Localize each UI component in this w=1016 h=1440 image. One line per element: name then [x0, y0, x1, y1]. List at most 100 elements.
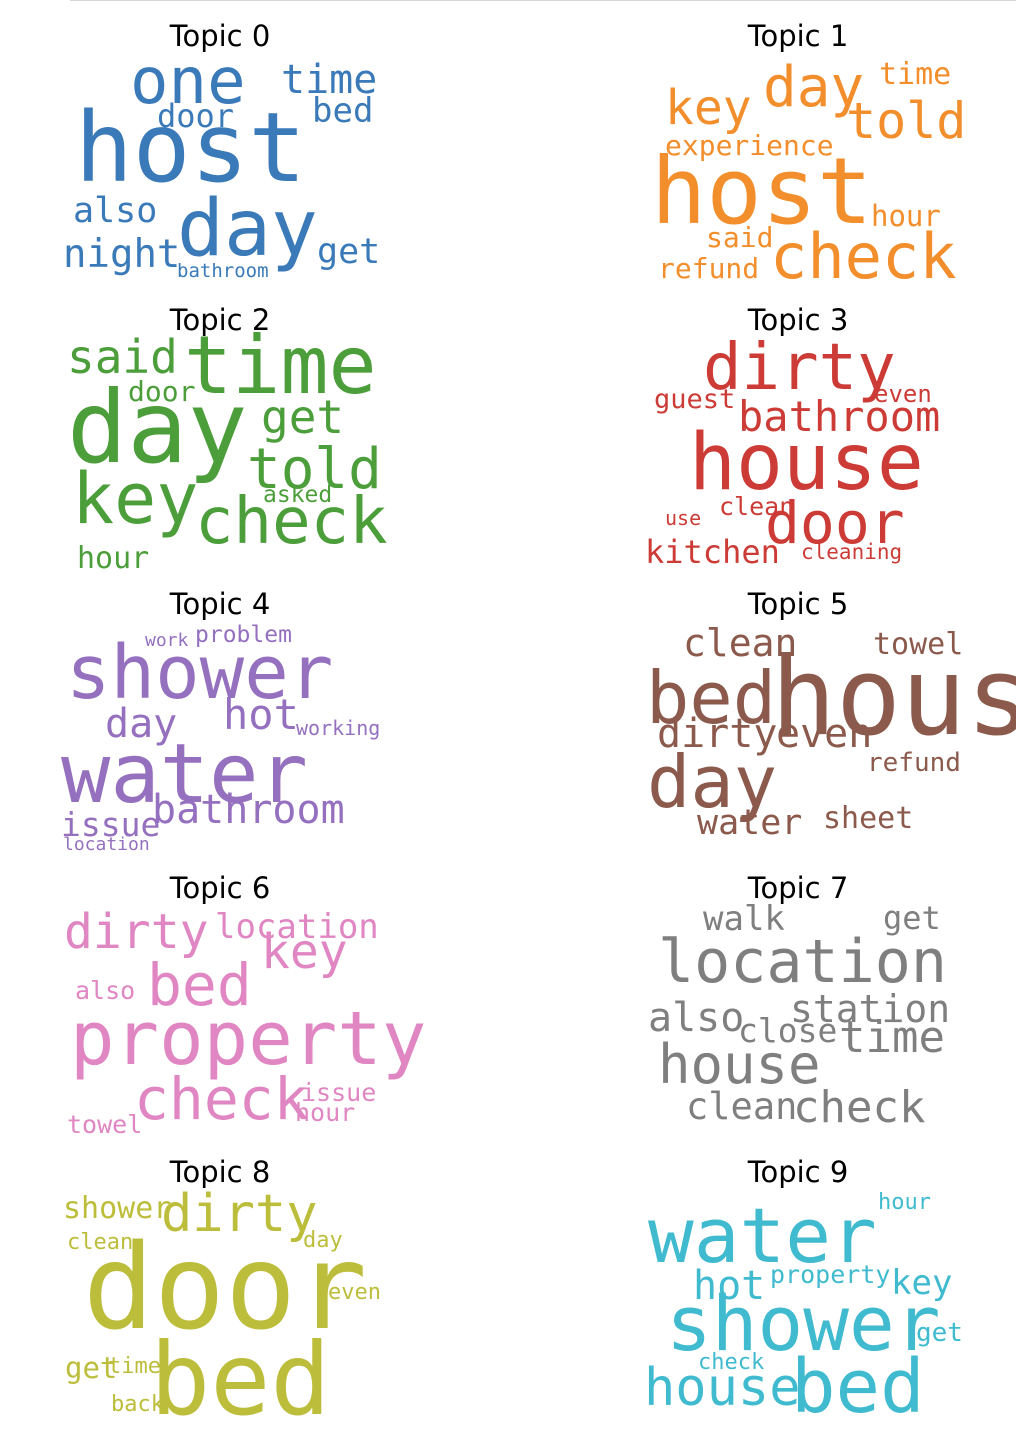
word-work: work	[145, 630, 189, 651]
word-also: also	[73, 191, 158, 231]
word-key: key	[72, 458, 199, 540]
topic-panel-6: Topic 6 property check bed key dirty location…	[55, 871, 426, 1139]
word-bathroom: bathroom	[152, 787, 345, 833]
word-time: time	[281, 57, 378, 103]
word-also: also	[75, 976, 136, 1005]
top-divider	[70, 0, 1016, 1]
topic-panel-4: Topic 4 water shower bathroom hot day issue pr…	[55, 587, 385, 854]
topic-panel-9: Topic 9 water shower bed house hot key propert…	[633, 1155, 963, 1425]
word-day: day	[177, 184, 318, 274]
topic-panel-2: Topic 2 day time key check told get said door as…	[55, 303, 388, 574]
word-house: house	[689, 418, 924, 508]
word-bed: bed	[147, 951, 252, 1019]
topic-panel-3: Topic 3 house dirty door bathroom kitchen gue…	[633, 303, 963, 569]
word-hour: hour	[77, 541, 150, 576]
panel-title: Topic 4	[169, 587, 271, 621]
panel-title: Topic 7	[747, 871, 849, 905]
word-day: day	[303, 1228, 343, 1253]
word-bed: bed	[150, 1321, 331, 1438]
panel-title: Topic 5	[747, 587, 849, 621]
word-time: time	[184, 319, 377, 412]
word-hour: hour	[878, 1190, 931, 1215]
word-key: key	[261, 924, 348, 980]
word-day: day	[763, 55, 865, 120]
word-get: get	[261, 390, 345, 444]
word-sheet: sheet	[823, 801, 914, 836]
word-time: time	[839, 1012, 945, 1063]
word-location: location	[215, 907, 379, 947]
word-hot: hot	[693, 1263, 766, 1309]
word-experience: experience	[665, 129, 834, 162]
word-told: told	[846, 92, 967, 150]
panel-title: Topic 6	[169, 871, 271, 905]
word-door: door	[765, 489, 905, 557]
word-check: check	[793, 1082, 926, 1133]
panel-title: Topic 0	[169, 19, 271, 53]
word-check: check	[134, 1065, 309, 1133]
word-location: location	[63, 834, 150, 855]
word-clean: clean	[683, 621, 798, 665]
word-water: water	[648, 1191, 877, 1280]
word-towel: towel	[873, 627, 964, 662]
word-guest: guest	[654, 384, 736, 415]
word-back: back	[111, 1392, 164, 1417]
word-night: night	[63, 232, 181, 277]
panel-title: Topic 1	[747, 19, 849, 53]
word-clean: clean	[719, 492, 795, 521]
topic-panel-0: Topic 0 host day one time bed door also night ge…	[55, 22, 385, 282]
word-issue: issue	[301, 1078, 377, 1107]
word-check: check	[698, 1350, 765, 1375]
word-shower: shower	[66, 630, 334, 716]
word-location: location	[658, 927, 947, 997]
word-walk: walk	[703, 899, 785, 939]
panel-title: Topic 8	[169, 1155, 271, 1189]
word-get: get	[65, 1351, 118, 1385]
word-get: get	[916, 1318, 963, 1348]
word-get: get	[317, 232, 381, 272]
word-door: door	[128, 375, 196, 408]
topic-panel-7: Topic 7 location house time check station als…	[633, 874, 963, 1134]
word-clean: clean	[686, 1085, 798, 1128]
word-host: host	[651, 138, 873, 245]
word-use: use	[665, 506, 702, 530]
word-time: time	[879, 57, 952, 92]
word-water: water	[61, 727, 308, 822]
word-dirty: dirty	[703, 331, 896, 405]
word-check: check	[770, 220, 957, 293]
word-shower: shower	[63, 1191, 172, 1226]
word-said: said	[67, 330, 178, 384]
word-property: property	[770, 1260, 891, 1289]
word-dirty: dirty	[64, 904, 209, 960]
word-one: one	[130, 45, 246, 119]
word-key: key	[891, 1263, 953, 1303]
panel-title: Topic 3	[747, 303, 849, 337]
word-time: time	[108, 1354, 161, 1379]
word-host: host	[75, 92, 307, 204]
word-cleaning: cleaning	[801, 540, 903, 564]
word-towel: towel	[67, 1110, 143, 1139]
word-refund: refund	[867, 748, 961, 778]
word-problem: problem	[195, 622, 292, 648]
word-key: key	[665, 80, 752, 136]
word-shower: shower	[666, 1279, 941, 1368]
word-issue: issue	[61, 805, 161, 844]
topic-panel-1: Topic 1 host check day key told time experienc…	[633, 19, 967, 288]
word-property: property	[70, 996, 427, 1082]
word-hour: hour	[871, 199, 941, 233]
panel-title: Topic 9	[747, 1155, 849, 1189]
word-house: house	[644, 1358, 801, 1418]
word-bed: bed	[791, 1344, 925, 1430]
word-door: door	[83, 1218, 368, 1356]
word-hot: hot	[223, 690, 299, 739]
word-day: day	[67, 369, 248, 486]
word-dirty: dirty	[161, 1184, 318, 1244]
word-bathroom: bathroom	[738, 392, 941, 441]
word-working: working	[296, 716, 381, 740]
word-even: even	[874, 380, 932, 408]
word-asked: asked	[263, 482, 333, 508]
word-dirty: dirty	[657, 711, 778, 757]
word-also: also	[648, 995, 745, 1041]
topic-panel-5: Topic 5 dayhousebeddirtyeven clean towel wa…	[633, 587, 1016, 850]
word-close: close	[738, 1011, 838, 1050]
panel-title: Topic 2	[169, 303, 271, 337]
